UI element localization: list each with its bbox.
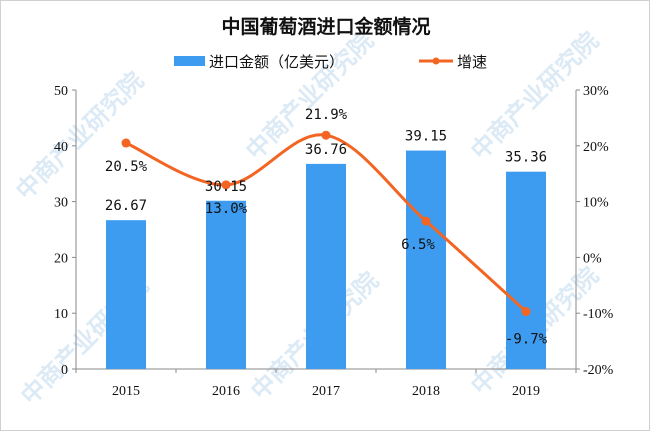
bar-2019 [506, 171, 546, 369]
x-tick-label: 2019 [512, 384, 540, 399]
bar-value-label: 35.36 [505, 150, 547, 166]
bar-value-label: 30.15 [205, 179, 247, 195]
growth-value-label: 13.0% [205, 201, 248, 217]
left-tick-label: 30 [54, 196, 68, 211]
growth-value-label: -9.7% [505, 332, 548, 348]
growth-point-2018 [421, 216, 431, 226]
bar-2015 [106, 220, 146, 369]
right-tick-label: 30% [583, 84, 609, 99]
growth-point-2017 [321, 130, 331, 140]
x-tick-label: 2017 [312, 384, 340, 399]
growth-point-2015 [121, 138, 131, 148]
growth-value-label: 6.5% [401, 237, 435, 253]
bar-value-label: 39.15 [405, 129, 447, 145]
legend-bar-label: 进口金额（亿美元） [209, 53, 344, 71]
x-tick-label: 2016 [212, 384, 240, 399]
left-tick-label: 40 [54, 140, 68, 155]
legend-line-marker [432, 57, 440, 65]
growth-value-label: 20.5% [105, 159, 148, 175]
left-tick-label: 10 [54, 307, 68, 322]
left-tick-label: 50 [54, 84, 68, 99]
right-tick-label: 20% [583, 140, 609, 155]
growth-point-2016 [221, 180, 231, 190]
bar-value-label: 26.67 [105, 198, 147, 214]
bar-2017 [306, 163, 346, 369]
legend-line-label: 增速 [457, 53, 487, 71]
bar-value-label: 36.76 [305, 142, 347, 158]
left-tick-label: 20 [54, 251, 68, 266]
right-tick-label: -20% [583, 363, 614, 378]
left-tick-label: 0 [61, 363, 68, 378]
right-tick-label: -10% [583, 307, 614, 322]
right-tick-label: 0% [583, 251, 602, 266]
x-tick-label: 2015 [112, 384, 140, 399]
growth-value-label: 21.9% [305, 107, 348, 123]
right-tick-label: 10% [583, 196, 609, 211]
bar-2016 [206, 200, 246, 369]
watermark-text: 中商产业研究院 [10, 67, 149, 206]
x-tick-label: 2018 [412, 384, 440, 399]
growth-point-2019 [521, 307, 531, 317]
legend-bar-swatch [174, 56, 205, 66]
bar-2018 [406, 150, 446, 369]
chart-title: 中国葡萄酒进口金额情况 [221, 15, 430, 38]
